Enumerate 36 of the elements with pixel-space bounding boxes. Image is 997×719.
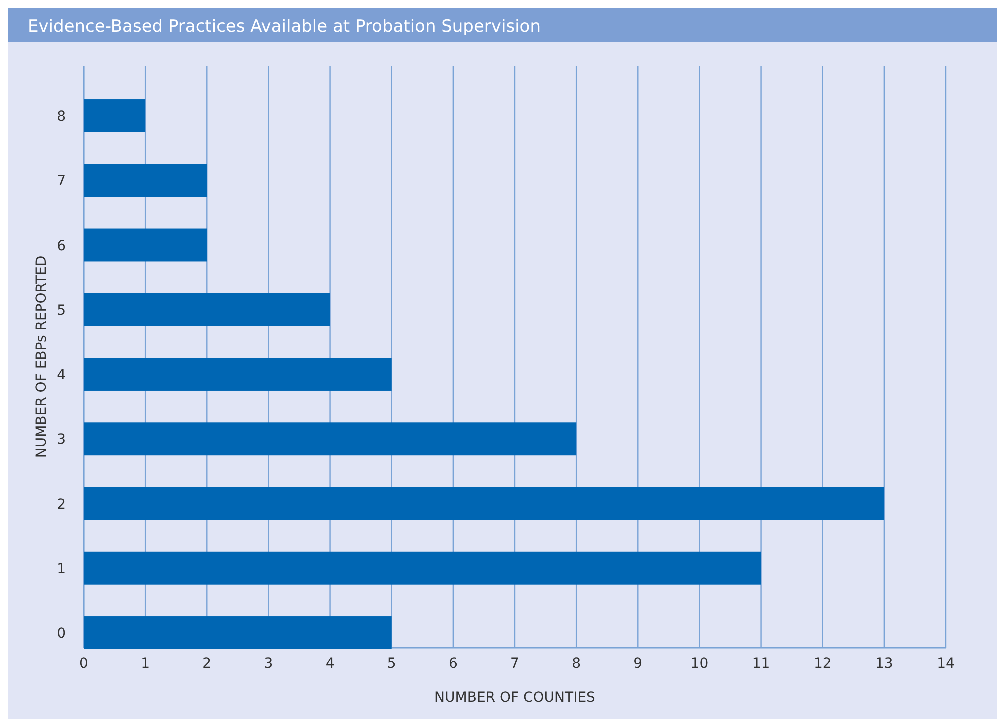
x-tick-label: 2 (202, 656, 212, 672)
bar (84, 358, 392, 391)
x-tick-label: 5 (387, 656, 396, 672)
y-tick-label: 0 (57, 626, 66, 642)
x-tick-label: 6 (448, 656, 458, 672)
x-tick-label: 0 (80, 656, 88, 672)
y-tick-label: 3 (57, 432, 66, 448)
x-tick-label: 11 (752, 656, 770, 672)
x-tick-label: 4 (326, 656, 335, 672)
y-tick-label: 1 (57, 561, 66, 578)
chart-title: Evidence-Based Practices Available at Probation Supervision (28, 17, 541, 37)
y-tick-label: 8 (57, 109, 66, 125)
y-tick-label: 4 (57, 368, 66, 384)
y-axis-title: NUMBER OF EBPs REPORTED (34, 256, 50, 458)
y-tick-label: 2 (57, 496, 66, 513)
bar (84, 422, 577, 456)
bar (84, 100, 146, 132)
x-tick-label: 9 (634, 656, 643, 672)
bar (84, 164, 208, 198)
x-tick-label: 7 (510, 656, 520, 672)
x-tick-label: 1 (141, 656, 150, 672)
x-tick-label: 12 (814, 656, 832, 672)
x-tick-label: 10 (690, 656, 709, 672)
y-tick-label: 5 (57, 302, 66, 319)
y-tick-label: 7 (57, 174, 66, 190)
bar (84, 552, 762, 585)
bar (84, 293, 330, 326)
bar (84, 616, 392, 650)
y-tick-label: 6 (57, 238, 66, 254)
x-axis-title: NUMBER OF COUNTIES (434, 690, 596, 706)
x-tick-label: 13 (876, 656, 894, 672)
bar (84, 487, 884, 520)
x-tick-label: 14 (937, 656, 955, 672)
x-tick-label: 3 (264, 656, 274, 672)
x-tick-label: 8 (572, 656, 582, 672)
bar (84, 228, 208, 262)
